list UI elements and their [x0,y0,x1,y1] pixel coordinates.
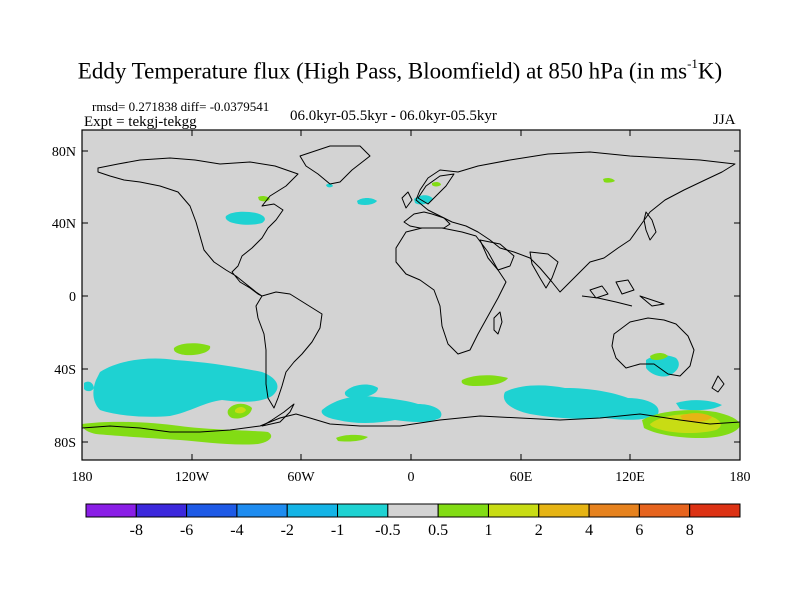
coast-antarctica [82,413,740,433]
colorbar: -8 -6 -4 -2 -1 -0.5 0.5 1 2 4 6 8 [85,503,741,539]
anomaly-yellow-pacific-small [235,407,246,414]
lon-label-180e: 180 [730,470,751,485]
anomaly-green-north-pacific-east [603,177,615,183]
colorbar-label: 2 [535,522,543,539]
lat-label-40n: 40N [52,217,76,232]
anomaly-green-europe [432,181,441,187]
coast-arabia [479,239,515,271]
lat-ticks [82,150,740,443]
coast-madagascar [493,311,503,335]
colorbar-swatch [538,503,590,518]
anomaly-green-south-pacific-north [173,343,211,356]
colorbar-swatch [638,503,691,518]
anomaly-green-south-atlantic-lower [336,434,368,442]
lon-label-0: 0 [408,470,415,485]
experiment-label: Expt = tekgj-tekgg [84,114,197,130]
colorbar-swatch [236,503,288,518]
colorbar-label: 8 [686,522,694,539]
coast-india [529,251,559,289]
stats-label: rmsd= 0.271838 diff= -0.0379541 [92,99,270,114]
coast-eurasia [415,151,736,293]
colorbar-label: -8 [130,522,143,539]
anomaly-cyan-australia [646,355,679,377]
coast-japan [643,211,657,241]
anomaly-cyan-west-pacific-edge [84,381,94,392]
colorbar-swatch [286,503,339,518]
colorbar-swatch [588,503,640,518]
anomaly-green-south-atlantic-upper [461,375,508,386]
title-text: Eddy Temperature flux (High Pass, Bloomf… [77,58,688,84]
lon-ticks [81,130,741,460]
anomaly-fields [82,177,740,445]
colorbar-label: -0.5 [375,522,400,539]
lat-label-80s: 80S [54,436,76,451]
coast-africa [395,227,507,355]
anomaly-cyan-arctic [326,183,333,188]
coast-antarctic-peninsula [261,403,295,427]
title-superscript: -1 [687,56,698,71]
anomaly-cyan-atlantic-small [344,384,378,398]
lat-label-0: 0 [69,290,76,305]
colorbar-swatch [337,503,389,518]
lon-labels: 180 120W 60W 0 60E 120E 180 [72,470,751,485]
coast-south-america [255,291,323,409]
lon-label-120w: 120W [175,470,210,485]
coast-australia [611,317,695,377]
colorbar-label: 0.5 [428,522,448,539]
anomaly-orange-south-indian [680,413,712,422]
anomaly-cyan-south-pacific [93,358,278,417]
lon-label-180w: 180 [72,470,93,485]
colorbar-label: -6 [180,522,193,539]
coast-europe-peninsula [403,211,451,229]
colorbar-swatch [85,503,137,518]
colorbar-label: 6 [635,522,643,539]
season-label: JJA [713,112,736,128]
lon-label-120e: 120E [615,470,645,485]
coast-uk [401,191,413,209]
coast-southeast-asia-islands [581,279,665,307]
anomaly-cyan-indian-ocean [503,385,659,420]
colorbar-label: 4 [585,522,593,539]
lat-label-80n: 80N [52,145,76,160]
lon-label-60w: 60W [287,470,315,485]
lat-labels: 80N 40N 0 40S 80S [52,145,76,451]
plot-title: Eddy Temperature flux (High Pass, Bloomf… [0,56,800,85]
lat-label-40s: 40S [54,363,76,378]
anomaly-cyan-north-atlantic [357,198,377,205]
anomaly-cyan-south-atlantic [321,396,442,423]
colorbar-swatch [437,503,489,518]
coast-greenland [299,145,371,185]
lon-label-60e: 60E [510,470,533,485]
colorbar-label: -4 [230,522,243,539]
colorbar-label: 1 [484,522,492,539]
anomaly-green-australia [650,353,668,360]
colorbar-swatch [186,503,238,518]
colorbar-swatch [689,503,741,518]
colorbar-swatch [135,503,188,518]
coastlines [82,145,740,433]
colorbar-swatch [487,503,540,518]
colorbar-label: -1 [331,522,344,539]
coast-scandinavia [417,173,455,205]
colorbar-swatch [387,503,439,518]
anomaly-cyan-indian-east [676,400,722,411]
period-label: 06.0kyr-05.5kyr - 06.0kyr-05.5kyr [290,108,497,124]
coast-new-zealand [711,375,725,393]
coast-north-america [97,157,299,297]
colorbar-label: -2 [281,522,294,539]
anomaly-cyan-north-america [225,211,265,225]
title-text-end: K) [697,58,723,84]
